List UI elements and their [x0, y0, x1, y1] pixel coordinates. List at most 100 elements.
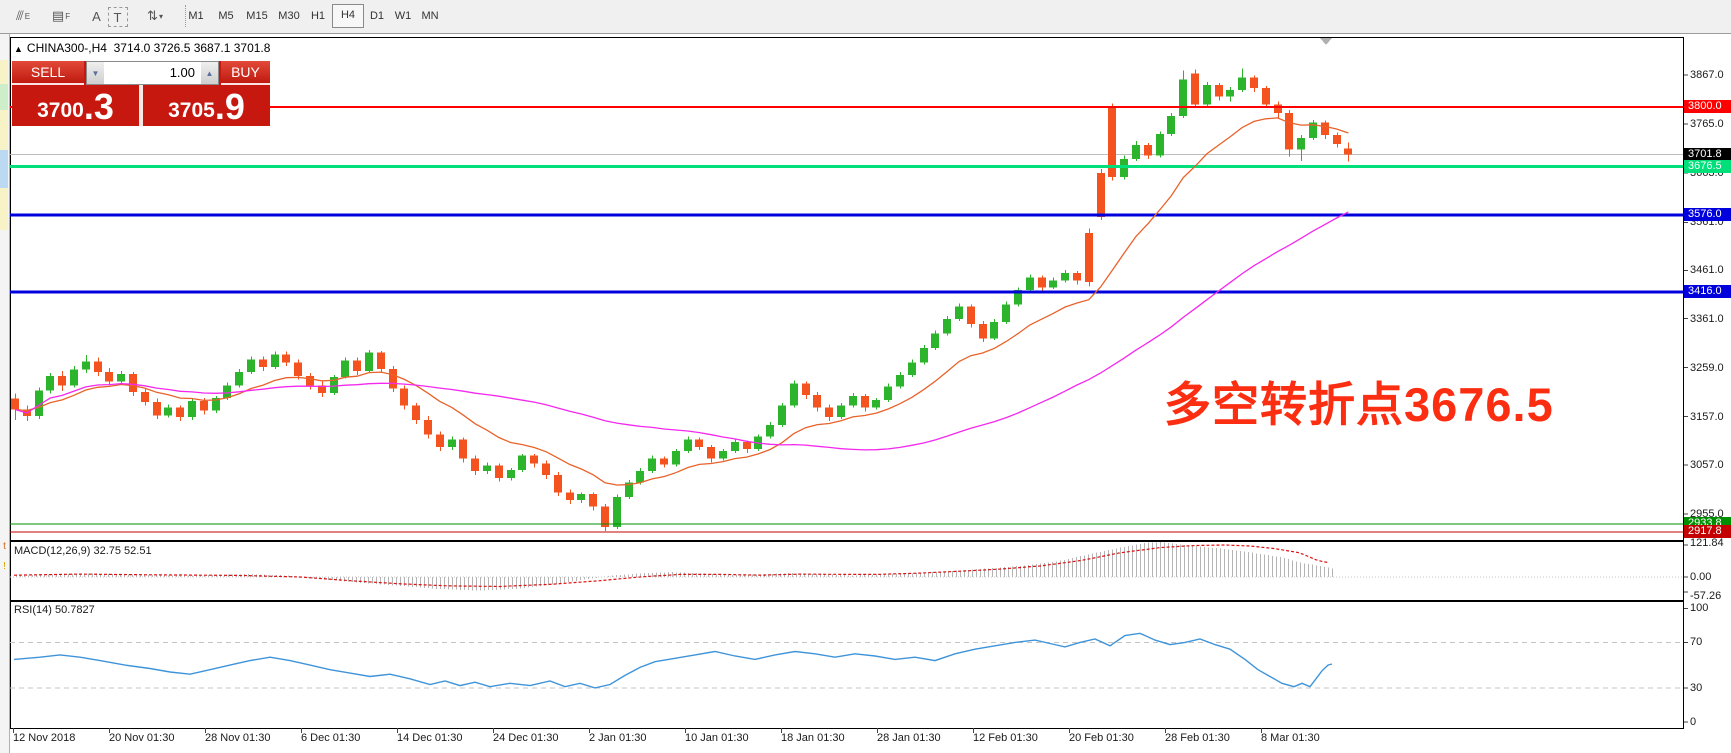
macd-axis-label: -57.26 — [1690, 590, 1722, 603]
candle-up — [766, 424, 774, 437]
candle-up — [164, 407, 172, 416]
candle-down — [1250, 77, 1258, 88]
time-axis-label: 6 Dec 01:30 — [301, 732, 361, 744]
candle-up — [448, 439, 456, 448]
panel-edge-block — [0, 188, 8, 230]
price-badge-3576_0: 3576.0 — [1684, 208, 1731, 222]
timeframe-button-m15[interactable]: M15 — [246, 10, 268, 22]
candle-up — [872, 399, 880, 408]
candle-up — [365, 352, 373, 371]
candle-down — [1321, 122, 1329, 136]
candle-down — [153, 401, 161, 416]
panel-border — [10, 37, 1684, 541]
price-axis-tick-label: 3461.0 — [1690, 264, 1724, 277]
candle-up — [235, 371, 243, 386]
macd-axis-label: 0.00 — [1690, 571, 1712, 583]
candle-up — [849, 396, 857, 406]
price-axis-tick-label: 3259.0 — [1690, 361, 1724, 374]
candle-down — [1085, 232, 1093, 282]
rsi-axis-label: 100 — [1690, 602, 1709, 615]
arrows-tool-icon[interactable]: ⇅ ▾ — [147, 8, 163, 23]
rsi-indicator-label: RSI(14) 50.7827 — [14, 604, 95, 616]
buy-price-main: 3705 — [168, 99, 215, 122]
price-badge-2917_8: 2917.8 — [1684, 524, 1731, 538]
timeframe-button-m1[interactable]: M1 — [188, 10, 204, 22]
candle-up — [188, 400, 196, 418]
candle-down — [436, 434, 444, 448]
candle-down — [802, 383, 810, 396]
panel-edge-glyph: t — [3, 541, 6, 552]
volume-decrease-icon[interactable]: ▼ — [87, 62, 104, 84]
panel-border — [10, 541, 1684, 601]
candle-down — [306, 375, 314, 386]
candle-down — [141, 392, 149, 402]
line-studies-icon[interactable]: ⫻ E — [15, 8, 31, 23]
candle-down — [601, 506, 609, 527]
time-axis-label: 20 Nov 01:30 — [109, 732, 175, 744]
text-label-icon[interactable]: A — [92, 8, 101, 24]
candle-down — [589, 494, 597, 507]
price-badge-3701_8: 3701.8 — [1684, 147, 1731, 161]
timeframe-button-m5[interactable]: M5 — [218, 10, 234, 22]
candle-down — [58, 375, 66, 386]
candle-up — [990, 321, 998, 339]
candle-up — [719, 450, 727, 459]
candle-down — [94, 361, 102, 372]
timeframe-button-h4[interactable]: H4 — [332, 4, 364, 28]
chart-shift-marker-icon[interactable] — [1320, 38, 1332, 45]
candle-down — [542, 463, 550, 475]
candle-down — [176, 407, 184, 418]
volume-stepper[interactable]: ▼ 1.00 ▲ — [86, 61, 219, 85]
market-watch-edge-strip[interactable]: t! — [0, 34, 10, 753]
volume-increase-icon[interactable]: ▲ — [201, 62, 218, 84]
buy-price-display[interactable]: 3705.9 — [143, 85, 270, 126]
candle-up — [577, 494, 585, 500]
candle-down — [566, 492, 574, 500]
candle-down — [495, 465, 503, 478]
candle-down — [282, 354, 290, 363]
buy-price-fraction: .9 — [214, 86, 245, 127]
candle-up — [648, 458, 656, 472]
candle-down — [294, 362, 302, 376]
timeframe-button-mn[interactable]: MN — [421, 10, 439, 22]
chart-ohlc-values: 3714.0 3726.5 3687.1 3701.8 — [113, 41, 271, 55]
top-toolbar: ⫻ E ▤ F A T ⇅ ▾ M1 M5 M15 M30 H1 H4 D1 W1 MN — [0, 0, 1731, 34]
time-axis-label: 12 Feb 01:30 — [973, 732, 1038, 744]
price-axis-tick-label: 3867.0 — [1690, 69, 1724, 81]
candle-up — [507, 470, 515, 478]
chart-text-annotation: 多空转折点3676.5 — [1164, 378, 1554, 431]
text-box-icon[interactable]: T — [108, 7, 128, 27]
candle-down — [1144, 144, 1152, 156]
sell-price-display[interactable]: 3700.3 — [12, 85, 139, 126]
timeframe-button-d1[interactable]: D1 — [369, 10, 385, 22]
candle-down — [129, 373, 137, 393]
time-axis-label: 18 Jan 01:30 — [781, 732, 845, 744]
candle-down — [259, 359, 267, 368]
candle-up — [943, 319, 951, 334]
candle-up — [330, 376, 338, 394]
buy-button[interactable]: BUY — [221, 61, 270, 85]
candle-up — [790, 383, 798, 406]
candle-up — [1014, 290, 1022, 305]
panel-edge-block — [0, 150, 8, 188]
volume-input[interactable]: 1.00 — [169, 65, 195, 80]
candle-down — [318, 385, 326, 394]
sell-button[interactable]: SELL — [12, 61, 84, 85]
timeframe-button-w1[interactable]: W1 — [394, 10, 412, 22]
candle-up — [46, 375, 54, 391]
timeframe-button-h1[interactable]: H1 — [310, 10, 326, 22]
candle-up — [518, 455, 526, 471]
candle-up — [731, 442, 739, 451]
candle-down — [979, 323, 987, 339]
fibonacci-grid-icon[interactable]: ▤ F — [51, 8, 71, 23]
panel-edge-block — [0, 60, 8, 84]
candle-up — [778, 405, 786, 425]
time-axis-label: 14 Dec 01:30 — [397, 732, 463, 744]
candle-down — [11, 398, 19, 410]
candle-down — [389, 369, 397, 389]
time-axis-label: 10 Jan 01:30 — [685, 732, 749, 744]
candle-down — [1108, 107, 1116, 178]
timeframe-button-m30[interactable]: M30 — [278, 10, 300, 22]
candle-up — [1026, 277, 1034, 291]
